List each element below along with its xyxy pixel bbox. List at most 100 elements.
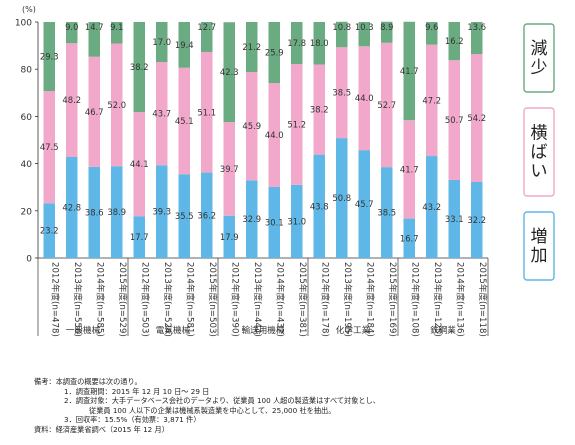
- x-tick-label: 2013年度(n=524): [162, 262, 174, 337]
- data-label: 47.5: [40, 142, 59, 152]
- data-label: 45.9: [242, 121, 261, 131]
- data-label: 31.0: [287, 216, 306, 226]
- bar-segment-increase: [268, 186, 280, 258]
- bar-segment-decrease: [381, 21, 393, 43]
- bar-segment-decrease: [246, 22, 258, 73]
- bar-segment-increase: [448, 179, 460, 258]
- legend-label-flat: 横: [531, 124, 548, 144]
- x-tick-label-group: 2014年度(n=581): [184, 262, 196, 337]
- data-label: 17.0: [152, 37, 171, 47]
- data-label: 52.7: [377, 100, 396, 110]
- x-tick-label: 2012年度(n=390): [229, 262, 241, 337]
- legend-box-decrease: [523, 23, 555, 93]
- bar-segment-flat: [88, 56, 100, 167]
- bar-segment-flat: [313, 64, 325, 155]
- x-tick-label: 2012年度(n=178): [319, 262, 331, 337]
- data-label: 12.7: [197, 22, 216, 32]
- bar-segment-increase: [426, 156, 438, 258]
- data-label: 9.6: [425, 22, 438, 32]
- data-label: 38.5: [377, 208, 396, 218]
- x-tick-label: 2012年度(n=503): [139, 262, 151, 337]
- data-label: 18.0: [310, 38, 329, 48]
- data-label: 43.2: [422, 202, 441, 212]
- bar-segment-flat: [381, 42, 393, 168]
- data-label: 33.1: [445, 214, 464, 224]
- data-label: 38.6: [85, 207, 104, 217]
- bar-segment-decrease: [291, 22, 303, 65]
- bar-segment-increase: [336, 138, 348, 258]
- x-tick-label: 2013年度(n=195): [342, 262, 354, 337]
- bar-segment-decrease: [403, 21, 415, 121]
- legend-label-decrease: 減: [531, 39, 548, 59]
- data-label: 38.2: [130, 62, 149, 72]
- data-label: 17.7: [130, 232, 149, 242]
- notes-item-3: 3．回収率：15.5%（有効票：3,871 件）: [64, 415, 201, 425]
- bar-segment-decrease: [448, 22, 460, 61]
- y-tick-label: 100: [15, 19, 32, 29]
- data-label: 23.2: [40, 226, 59, 236]
- notes-source: 資料：経済産業省調べ（2015 年 12 月）: [34, 424, 169, 434]
- bar-segment-flat: [246, 72, 258, 181]
- data-label: 17.9: [220, 232, 239, 242]
- bar-segment-increase: [246, 180, 258, 258]
- bar-segment-increase: [381, 167, 393, 258]
- x-tick-label: 2015年度(n=503): [207, 262, 219, 337]
- legend-label-flat: い: [531, 162, 548, 182]
- y-axis-unit: (%): [22, 5, 36, 14]
- data-label: 41.7: [400, 66, 419, 76]
- data-label: 13.6: [467, 22, 486, 32]
- bar-segment-decrease: [88, 22, 100, 57]
- bar-segment-flat: [358, 46, 370, 151]
- x-tick-label-group: 2014年度(n=432): [274, 262, 286, 337]
- legend-label-increase: 加: [531, 246, 548, 266]
- bar-segment-decrease: [178, 22, 190, 68]
- data-label: 21.2: [242, 42, 261, 52]
- bar-segment-decrease: [223, 22, 235, 123]
- x-tick-label-group: 2013年度(n=556): [72, 262, 84, 337]
- data-label: 39.3: [152, 207, 171, 217]
- data-label: 44.0: [265, 130, 284, 140]
- bar-segment-decrease: [201, 22, 213, 52]
- bar-segment-flat: [133, 112, 145, 217]
- data-label: 43.8: [310, 201, 329, 211]
- bar-segment-flat: [223, 122, 235, 216]
- data-label: 44.1: [130, 159, 149, 169]
- x-tick-label-group: 2012年度(n=478): [49, 262, 61, 337]
- x-tick-label: 2014年度(n=581): [184, 262, 196, 337]
- data-label: 19.4: [175, 40, 194, 50]
- bar-segment-increase: [291, 184, 303, 258]
- group-label: 鉄鋼業: [430, 324, 456, 336]
- bar-segment-flat: [336, 47, 348, 139]
- group-label: 化学工業: [336, 324, 371, 336]
- data-label: 17.8: [287, 38, 306, 48]
- bar-segment-decrease: [133, 22, 145, 113]
- y-tick-label: 60: [21, 113, 33, 123]
- y-tick-label: 20: [21, 207, 33, 217]
- bar-segment-flat: [471, 54, 483, 183]
- bar-segment-increase: [178, 174, 190, 258]
- chart-notes: 備考：本調査の概要は次の通り。 1．調査期間：2015 年 12 月 10 日～…: [34, 377, 380, 435]
- data-label: 8.9: [380, 22, 393, 32]
- x-tick-label-group: 2012年度(n=390): [229, 262, 241, 337]
- x-tick-label-group: 2014年度(n=184): [364, 262, 376, 337]
- bar-segment-flat: [201, 51, 213, 173]
- data-label: 38.2: [310, 105, 329, 115]
- bar-segment-increase: [43, 203, 55, 258]
- notes-label: 備考：本調査の概要は次の通り。: [34, 377, 142, 386]
- bar-segment-decrease: [66, 22, 78, 44]
- bar-segment-flat: [178, 67, 190, 175]
- data-label: 9.1: [110, 22, 123, 32]
- y-tick-label: 40: [21, 160, 33, 170]
- bar-segment-flat: [43, 91, 55, 204]
- bar-segment-increase: [111, 166, 123, 258]
- x-tick-label: 2014年度(n=432): [274, 262, 286, 337]
- bar-segment-increase: [358, 150, 370, 258]
- legend-label-increase: 増: [531, 227, 548, 247]
- y-tick-label: 0: [26, 255, 32, 265]
- bar-segment-increase: [471, 182, 483, 258]
- bar-segment-decrease: [426, 22, 438, 45]
- data-label: 51.2: [287, 119, 306, 129]
- bar-segment-increase: [156, 165, 168, 258]
- bar-segment-flat: [156, 62, 168, 166]
- x-tick-label: 2012年度(n=108): [409, 262, 421, 337]
